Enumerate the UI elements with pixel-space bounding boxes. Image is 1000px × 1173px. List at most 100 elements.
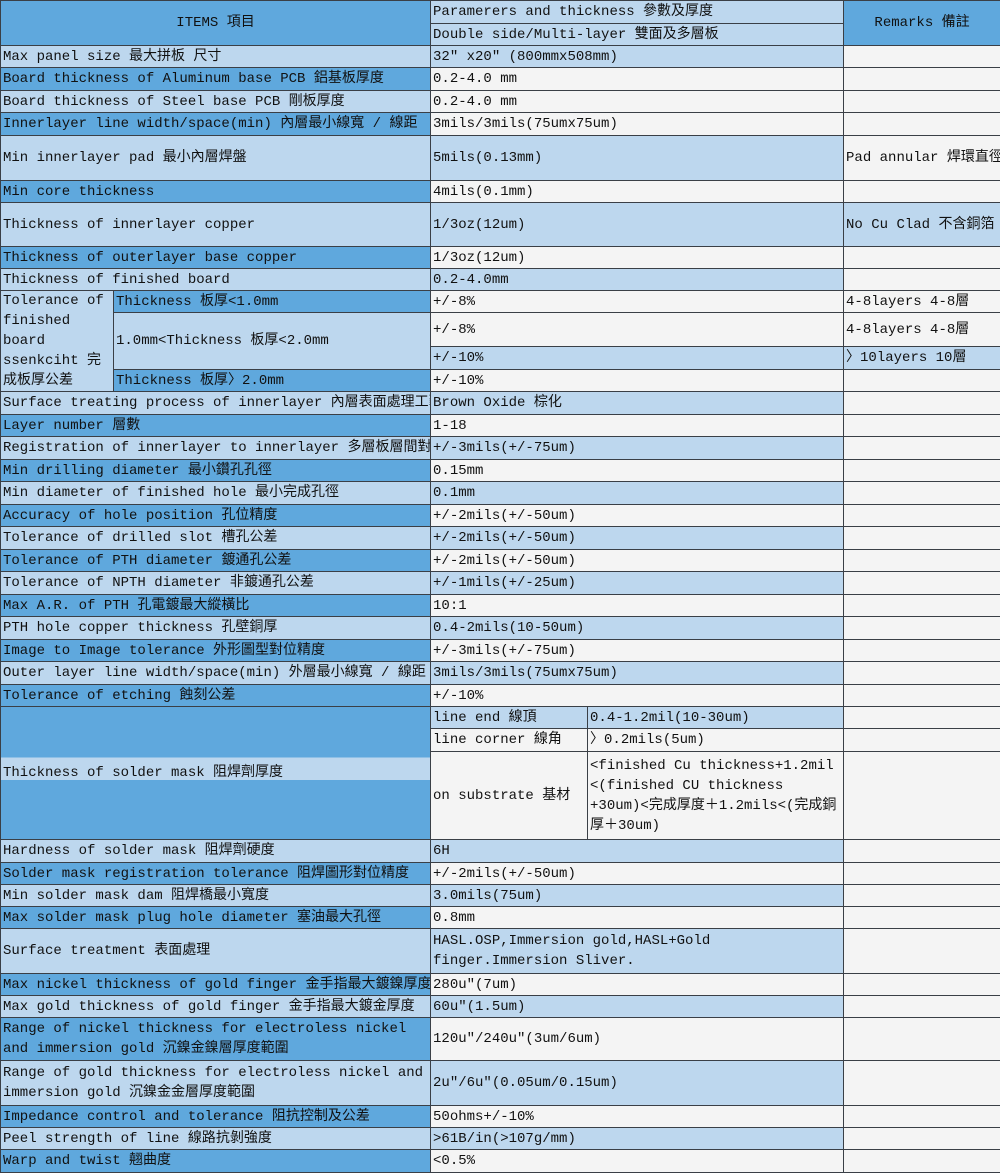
table-row: Range of nickel thickness for electroles…: [1, 1018, 1000, 1061]
remark-cell: [844, 996, 1000, 1018]
value-cell: 2u″/6u″(0.05um/0.15um): [431, 1061, 844, 1106]
table-row: Tolerance of etching 蝕刻公差+/-10%: [1, 685, 1000, 707]
item-cell: Thickness of outerlayer base copper: [1, 247, 431, 269]
remark-cell: [844, 685, 1000, 707]
value-cell: +/-2mils(+/-50um): [431, 505, 844, 527]
item-cell: Min core thickness: [1, 181, 431, 203]
value-cell: 1/3oz(12um): [431, 203, 844, 247]
remark-cell: [844, 707, 1000, 729]
remark-cell: [844, 662, 1000, 685]
item-cell: Board thickness of Steel base PCB 剛板厚度: [1, 91, 431, 113]
remark-cell: [844, 572, 1000, 595]
remark-cell: [844, 617, 1000, 640]
item-cell: Warp and twist 翹曲度: [1, 1150, 431, 1173]
table-row: Max nickel thickness of gold finger 金手指最…: [1, 974, 1000, 996]
remark-cell: [844, 46, 1000, 68]
solder-mask-label: Thickness of solder mask 阻焊劑厚度: [1, 707, 431, 840]
value-cell: +/-8%: [431, 313, 844, 347]
table-row: Solder mask registration tolerance 阻焊圖形對…: [1, 863, 1000, 885]
item-cell: Layer number 層數: [1, 415, 431, 437]
value-cell: 3mils/3mils(75umx75um): [431, 113, 844, 136]
remark-cell: [844, 68, 1000, 91]
value-cell: +/-2mils(+/-50um): [431, 863, 844, 885]
table-row: Tolerance of NPTH diameter 非鍍通孔公差+/-1mil…: [1, 572, 1000, 595]
value-cell: 50ohms+/-10%: [431, 1106, 844, 1128]
item-cell: Outer layer line width/space(min) 外層最小線寬…: [1, 662, 431, 685]
value-cell: +/-2mils(+/-50um): [431, 527, 844, 550]
remark-cell: [844, 181, 1000, 203]
item-cell: Hardness of solder mask 阻焊劑硬度: [1, 840, 431, 863]
item-cell: Range of nickel thickness for electroles…: [1, 1018, 431, 1061]
remark-cell: [844, 640, 1000, 662]
value-cell: 5mils(0.13mm): [431, 136, 844, 181]
remark-cell: [844, 929, 1000, 974]
remark-cell: [844, 1061, 1000, 1106]
item-cell: Board thickness of Aluminum base PCB 鋁基板…: [1, 68, 431, 91]
item-cell: Registration of innerlayer to innerlayer…: [1, 437, 431, 460]
item-cell: Max nickel thickness of gold finger 金手指最…: [1, 974, 431, 996]
remark-cell: 4-8layers 4-8層: [844, 313, 1000, 347]
value-cell: 3.0mils(75um): [431, 885, 844, 907]
table-row: Surface treating process of innerlayer 內…: [1, 392, 1000, 415]
tolerance-sub-item: Thickness 板厚〉2.0mm: [114, 370, 431, 392]
table-row: Tolerance of finished board ssenkciht 完成…: [1, 291, 1000, 313]
remark-cell: [844, 392, 1000, 415]
item-cell: Surface treating process of innerlayer 內…: [1, 392, 431, 415]
value-cell: +/-10%: [431, 685, 844, 707]
header-params-sub: Double side/Multi-layer 雙面及多層板: [431, 24, 844, 46]
remark-cell: [844, 729, 1000, 752]
header-row: ITEMS 項目 Paramerers and thickness 參數及厚度 …: [1, 1, 1000, 24]
remark-cell: [844, 752, 1000, 840]
remark-cell: [844, 907, 1000, 929]
tolerance-sub-item: 1.0mm<Thickness 板厚<2.0mm: [114, 313, 431, 370]
solder-mask-sub-item: line corner 線角: [431, 729, 588, 752]
remark-cell: [844, 1018, 1000, 1061]
item-cell: Min innerlayer pad 最小內層焊盤: [1, 136, 431, 181]
value-cell: 1/3oz(12um): [431, 247, 844, 269]
item-cell: Tolerance of drilled slot 槽孔公差: [1, 527, 431, 550]
remark-cell: [844, 885, 1000, 907]
item-cell: Thickness of finished board: [1, 269, 431, 291]
item-cell: Max gold thickness of gold finger 金手指最大鍍…: [1, 996, 431, 1018]
value-cell: +/-1mils(+/-25um): [431, 572, 844, 595]
value-cell: 0.8mm: [431, 907, 844, 929]
item-cell: Min drilling diameter 最小鑽孔孔徑: [1, 460, 431, 482]
value-cell: +/-10%: [431, 347, 844, 370]
remark-cell: [844, 840, 1000, 863]
table-row: Tolerance of drilled slot 槽孔公差+/-2mils(+…: [1, 527, 1000, 550]
value-cell: 3mils/3mils(75umx75um): [431, 662, 844, 685]
tolerance-label: Tolerance of finished board ssenkciht 完成…: [1, 291, 114, 392]
value-cell: 4mils(0.1mm): [431, 181, 844, 203]
item-cell: Min diameter of finished hole 最小完成孔徑: [1, 482, 431, 505]
remark-cell: [844, 460, 1000, 482]
remark-cell: [844, 550, 1000, 572]
header-params: Paramerers and thickness 參數及厚度: [431, 1, 844, 24]
value-cell: 0.1mm: [431, 482, 844, 505]
item-cell: Max panel size 最大拼板 尺寸: [1, 46, 431, 68]
value-cell: 10:1: [431, 595, 844, 617]
table-row: Accuracy of hole position 孔位精度+/-2mils(+…: [1, 505, 1000, 527]
solder-mask-sub-item: on substrate 基材: [431, 752, 588, 840]
remark-cell: [844, 1106, 1000, 1128]
item-cell: Image to Image tolerance 外形圖型對位精度: [1, 640, 431, 662]
item-cell: Impedance control and tolerance 阻抗控制及公差: [1, 1106, 431, 1128]
table-row: 1.0mm<Thickness 板厚<2.0mm+/-8%4-8layers 4…: [1, 313, 1000, 347]
item-cell: Innerlayer line width/space(min) 內層最小線寬 …: [1, 113, 431, 136]
table-row: Board thickness of Aluminum base PCB 鋁基板…: [1, 68, 1000, 91]
item-cell: Max A.R. of PTH 孔電鍍最大縱橫比: [1, 595, 431, 617]
value-cell: 32″ x20″ (800mmx508mm): [431, 46, 844, 68]
remark-cell: [844, 113, 1000, 136]
